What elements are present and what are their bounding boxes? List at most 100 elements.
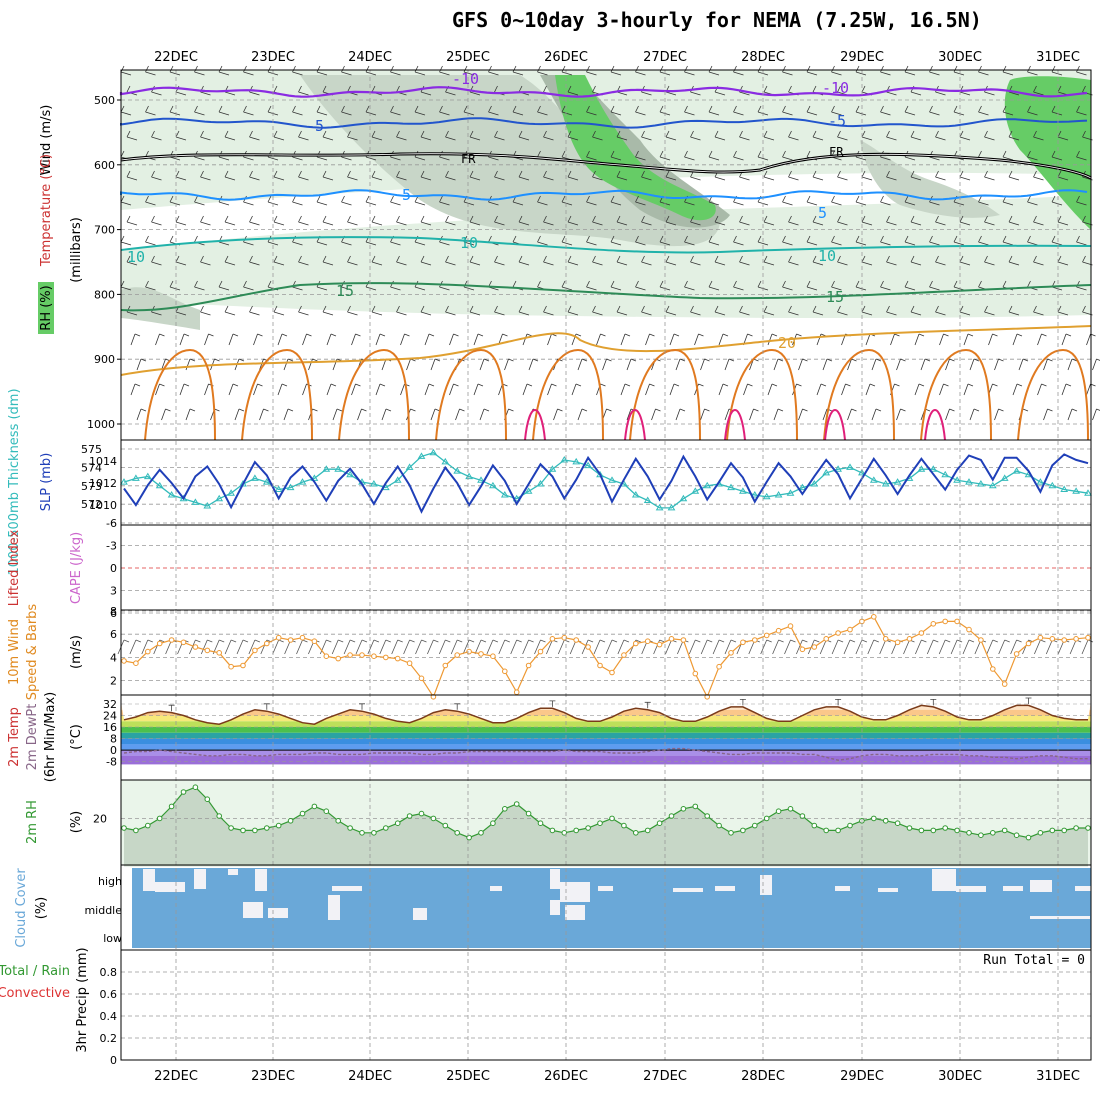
wind-barb: [978, 235, 989, 246]
ylabel-rh-unit: (%): [69, 811, 84, 834]
rh-patch-green-east: [1004, 76, 1091, 230]
thickness-point: [132, 474, 140, 481]
precip-tick-label: 0.2: [100, 1032, 118, 1045]
wind-barb: [414, 105, 426, 116]
wind-barb: [1008, 170, 1020, 181]
wind10-point: [145, 648, 151, 655]
wind-barb: [865, 383, 876, 396]
wind-barb: [543, 170, 554, 181]
wind-barb: [929, 65, 940, 76]
wind10-point: [573, 637, 580, 643]
thickness-point: [1012, 467, 1021, 474]
contour-15: [120, 282, 1092, 312]
top-date-label: 24DEC: [348, 50, 392, 65]
wind10-point: [502, 668, 508, 675]
cloud-gap: [565, 905, 585, 920]
label-minus5-east: -5: [828, 112, 846, 130]
wind-barb: [322, 215, 334, 226]
wind10-barb: [855, 639, 868, 655]
wind-barb: [302, 333, 312, 346]
wind-barb: [788, 255, 799, 266]
thickness-point: [750, 491, 759, 498]
wind10-point: [633, 640, 639, 647]
wind-barb: [420, 130, 432, 141]
wind-barb: [571, 383, 582, 396]
wind10-barb: [665, 639, 677, 655]
wind-barb: [375, 383, 386, 396]
wind-barb: [763, 255, 775, 266]
wind-barb: [935, 170, 946, 181]
rh2m-point: [728, 830, 734, 836]
wind-barb: [861, 215, 873, 226]
thickness-point: [667, 503, 676, 511]
wind-barb: [714, 130, 726, 141]
wind-barb: [547, 383, 557, 396]
wind-barb: [935, 255, 946, 266]
rh2m-point: [1085, 825, 1091, 831]
wind-barb: [1027, 235, 1038, 246]
wind10-point: [133, 660, 139, 667]
wind-barb: [396, 170, 407, 181]
wind10-point: [513, 689, 520, 696]
wind-barb: [945, 408, 955, 421]
wind-barb: [861, 170, 873, 181]
wind-barb: [145, 105, 156, 116]
wind-barb: [1057, 215, 1069, 226]
thickness-point: [227, 489, 235, 496]
ylabel-temperature: Temperature (°C): [39, 154, 54, 267]
wind-barb: [592, 170, 603, 181]
rh2m-point: [894, 820, 901, 827]
wind-barb: [243, 105, 254, 116]
thickness-point: [774, 491, 783, 498]
wind-barb: [714, 215, 726, 226]
wind-barb: [194, 105, 205, 116]
wind-barb: [665, 130, 677, 141]
wind10-barb: [486, 639, 499, 655]
wind-barb: [806, 280, 818, 291]
wind-barb: [326, 333, 337, 346]
rh2m-point: [383, 825, 389, 831]
wind10-barb: [1010, 639, 1022, 655]
wind-barb: [855, 195, 867, 206]
thickness-point: [691, 487, 700, 494]
wind-barb: [645, 383, 655, 396]
wind-barb: [218, 65, 230, 76]
rh-tick-label: 20: [93, 812, 107, 825]
wind-barb: [365, 65, 377, 76]
wind-barb: [224, 130, 236, 141]
wind-barb: [782, 150, 793, 161]
wind-barb: [910, 215, 922, 226]
wind10-barb: [605, 639, 618, 655]
rh2m-point: [1001, 827, 1008, 834]
cloud-level-middle: middle: [84, 904, 122, 917]
temp-tick-label: 0: [110, 744, 117, 757]
wind-barb: [185, 358, 196, 371]
wind-barb: [610, 65, 622, 76]
wind-barb: [494, 215, 505, 226]
wind-barb: [169, 280, 181, 291]
temp-tick-label: 8: [110, 733, 117, 746]
wind10-point: [1049, 636, 1056, 642]
wind10-speed-line: [123, 616, 1089, 699]
thickness-point: [203, 502, 212, 509]
temp-color-band: [121, 727, 1091, 733]
rh2m-point: [430, 815, 437, 822]
wind-barb: [586, 280, 597, 291]
wind-barb: [904, 235, 916, 246]
wind-barb: [812, 215, 824, 226]
wind-barb: [298, 170, 309, 181]
wind-barb: [890, 333, 900, 346]
rh2m-point: [823, 827, 830, 834]
wind-barb: [414, 65, 426, 76]
wind-barb: [126, 130, 138, 141]
contour-30-loop: [724, 408, 746, 441]
wind-barb: [243, 280, 254, 291]
wind10-point: [347, 652, 353, 658]
thickness-point: [251, 474, 259, 481]
wind-barb: [984, 215, 995, 226]
wind-barb: [788, 170, 799, 181]
wind-barb: [861, 255, 873, 266]
wind-barb: [616, 255, 628, 266]
thickness-point: [727, 483, 735, 491]
thickness-point: [512, 494, 521, 502]
